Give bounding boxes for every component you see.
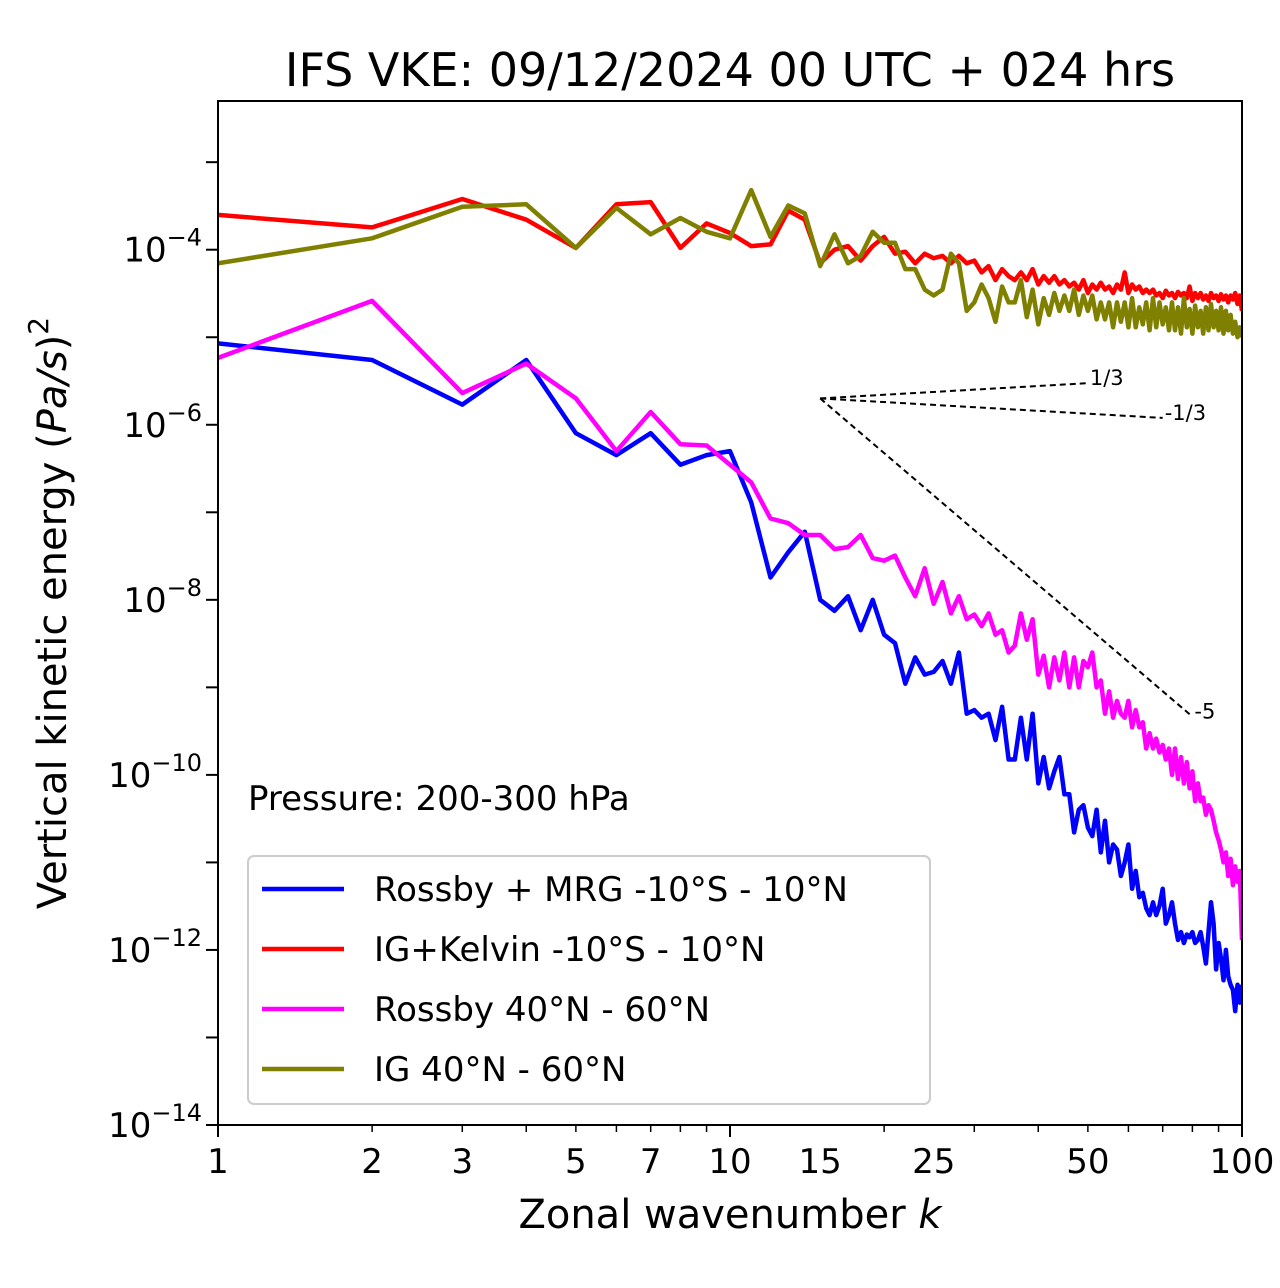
reference-line-2 [819, 397, 1194, 718]
y-tick-label: 10−4 [123, 224, 202, 271]
chart-title: IFS VKE: 09/12/2024 00 UTC + 024 hrs [285, 43, 1175, 97]
y-tick-base: 10 [108, 931, 151, 971]
x-tick-label: 5 [565, 1142, 587, 1182]
x-axis-label: Zonal wavenumber k [518, 1192, 943, 1238]
reference-lines: 1/3 -1/3 -5 [819, 366, 1215, 724]
legend-frame [247, 855, 931, 1105]
y-tick-base: 10 [108, 1106, 151, 1146]
reference-line-label-2: -5 [1194, 700, 1215, 724]
series-lines [218, 187, 1242, 1014]
series-line-3 [218, 187, 1242, 340]
y-tick-exponent: −14 [151, 1099, 202, 1127]
y-tick-base: 10 [123, 231, 166, 271]
y-tick-label: 10−8 [123, 574, 202, 621]
x-tick-label: 1 [207, 1142, 229, 1182]
plot-area: 1/3 -1/3 -5 [217, 100, 1243, 1126]
legend-label-2: Rossby 40°N - 60°N [374, 990, 710, 1030]
y-tick-label: 10−12 [108, 924, 202, 971]
y-axis-label-exponent: 2 [22, 317, 55, 335]
pressure-annotation: Pressure: 200-300 hPa [248, 779, 630, 819]
series-line-1 [218, 196, 1242, 312]
y-tick-base: 10 [108, 756, 151, 796]
x-axis-label-variable: k [918, 1192, 943, 1238]
y-tick-exponent: −6 [167, 399, 202, 427]
x-tick-label: 50 [1066, 1142, 1109, 1182]
x-tick-label: 10 [708, 1142, 751, 1182]
legend-label-1: IG+Kelvin -10°S - 10°N [374, 930, 765, 970]
y-tick-exponent: −10 [151, 749, 202, 777]
legend-label-3: IG 40°N - 60°N [374, 1050, 626, 1090]
reference-line-label-0: 1/3 [1090, 366, 1124, 390]
y-axis-label-main: Vertical kinetic energy ( [30, 433, 76, 909]
x-tick-label: 15 [799, 1142, 842, 1182]
x-tick-label: 7 [640, 1142, 662, 1182]
reference-line-0 [820, 382, 1088, 400]
reference-line-1 [820, 397, 1163, 419]
y-axis-label-close: ) [30, 335, 76, 351]
legend: Rossby + MRG -10°S - 10°N IG+Kelvin -10°S… [247, 855, 931, 1105]
y-tick-label: 10−10 [108, 749, 202, 796]
x-axis-label-main: Zonal wavenumber [518, 1192, 918, 1238]
y-tick-label: 10−6 [123, 399, 202, 446]
x-tick-label: 100 [1210, 1142, 1275, 1182]
y-tick-base: 10 [123, 406, 166, 446]
x-axis: 1 2 3 5 7 10 15 25 50 100 [207, 1125, 1274, 1182]
y-tick-label: 10−14 [108, 1099, 202, 1146]
y-tick-exponent: −12 [151, 924, 202, 952]
series-line-2 [218, 298, 1242, 941]
x-tick-label: 2 [361, 1142, 383, 1182]
y-axis-label-unit: Pa/s [30, 350, 76, 433]
x-tick-label: 3 [451, 1142, 473, 1182]
x-tick-label: 25 [912, 1142, 955, 1182]
reference-line-label-1: -1/3 [1165, 401, 1206, 425]
legend-label-0: Rossby + MRG -10°S - 10°N [374, 870, 848, 910]
y-axis-label: Vertical kinetic energy (Pa/s)2 [22, 317, 76, 909]
series-line-0 [218, 341, 1242, 1014]
y-tick-exponent: −4 [167, 224, 202, 252]
y-tick-base: 10 [123, 581, 166, 621]
y-tick-exponent: −8 [167, 574, 202, 602]
